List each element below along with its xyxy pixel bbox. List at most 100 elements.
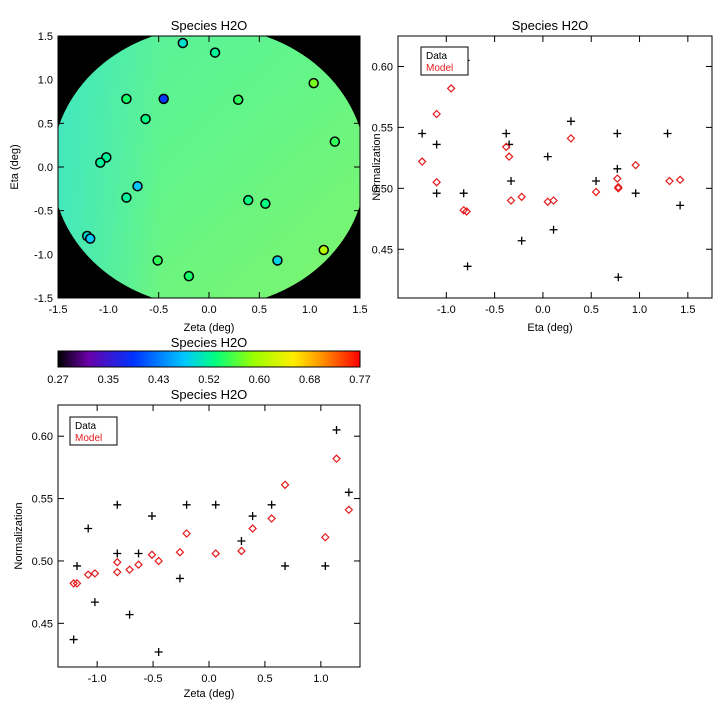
zeta-plot-model-point bbox=[69, 579, 79, 588]
zeta-plot-data-point bbox=[321, 561, 330, 570]
eta-plot-data-point bbox=[418, 129, 427, 138]
eta-plot-xtick-label: 1.0 bbox=[632, 304, 647, 316]
eta-plot-model-point bbox=[506, 196, 516, 205]
zeta-plot-data-point bbox=[344, 488, 353, 497]
eta-plot-data-point bbox=[432, 140, 441, 149]
zeta-plot-data-point bbox=[73, 561, 82, 570]
zeta-plot-model-point bbox=[211, 549, 221, 558]
colorbar-tick-label: 0.43 bbox=[148, 374, 169, 386]
zeta-plot-ytick-label: 0.45 bbox=[32, 618, 53, 630]
map-source-point bbox=[140, 113, 151, 125]
map-disk-shade bbox=[58, 36, 360, 298]
eta-plot-xlabel: Eta (deg) bbox=[527, 322, 572, 334]
map-source-point bbox=[152, 255, 163, 266]
zeta-plot-model-point bbox=[83, 570, 93, 580]
map-xlabel: Zeta (deg) bbox=[184, 322, 235, 334]
eta-plot-xtick-label: 0.5 bbox=[584, 304, 599, 316]
zeta-plot-model-point bbox=[125, 565, 134, 575]
zeta-plot-data-point bbox=[113, 549, 122, 558]
eta-plot-xtick-label: 0.0 bbox=[535, 304, 550, 316]
zeta-plot-xtick-label: 0.0 bbox=[201, 673, 216, 685]
zeta-plot-model-point bbox=[175, 547, 185, 557]
map-xtick-label: 1.5 bbox=[352, 304, 367, 316]
zeta-legend-box bbox=[69, 416, 118, 446]
map-source-point bbox=[132, 180, 143, 192]
map-source-point bbox=[243, 194, 254, 206]
zeta-plot-data-point bbox=[211, 500, 220, 509]
map-xtick-label: 0.0 bbox=[201, 304, 216, 316]
zeta-plot-model-point bbox=[72, 579, 82, 588]
map-xtick-label: 1.0 bbox=[302, 304, 317, 316]
colorbar-tick-label: 0.77 bbox=[349, 374, 370, 386]
eta-plot-data-point bbox=[613, 164, 622, 173]
map-ytick-label: -1.5 bbox=[34, 293, 53, 305]
eta-plot-model-point bbox=[613, 183, 623, 193]
eta-plot-ytick-label: 0.45 bbox=[372, 244, 393, 256]
zeta-legend-data: Data bbox=[75, 421, 97, 432]
eta-plot-ylabel: Normalization bbox=[371, 133, 383, 200]
eta-plot-ytick-label: 0.55 bbox=[372, 122, 393, 134]
colorbar-tick-label: 0.52 bbox=[198, 374, 219, 386]
colorbar-tick-label: 0.35 bbox=[98, 374, 119, 386]
zeta-plot-data-point bbox=[248, 512, 257, 521]
eta-plot-model-point bbox=[631, 160, 641, 170]
eta-plot-model-point bbox=[665, 176, 674, 186]
eta-plot-xtick-label: -1.0 bbox=[437, 304, 456, 316]
zeta-plot-model-point bbox=[147, 550, 157, 560]
zeta-plot-data-point bbox=[237, 536, 246, 545]
map-source-point bbox=[121, 93, 132, 105]
map-source-point bbox=[177, 37, 189, 49]
map-source-point bbox=[158, 93, 169, 105]
eta-plot-data-point bbox=[517, 236, 526, 245]
map-title: Species H2O bbox=[171, 18, 248, 33]
zeta-plot-data-point bbox=[125, 610, 134, 619]
eta-normalization-panel: Species H2O -1.0 -0.5 0.0 0.5 1.0 1.5 0.45 0.50… bbox=[371, 18, 713, 334]
eta-plot-data-point bbox=[502, 129, 511, 138]
zeta-plot-xtick-label: -1.0 bbox=[88, 673, 107, 685]
eta-plot-model-point bbox=[446, 84, 456, 93]
map-source-point bbox=[232, 94, 244, 106]
map-source-point bbox=[84, 233, 96, 244]
zeta-plot-ytick-label: 0.50 bbox=[32, 556, 53, 568]
map-ytick-label: -1.0 bbox=[34, 249, 53, 261]
eta-plot-frame bbox=[397, 35, 713, 299]
map-source-point bbox=[183, 270, 195, 282]
eta-plot-data-point bbox=[614, 273, 623, 282]
eta-plot-model-point bbox=[504, 152, 514, 161]
zeta-plot-xtick-label: 1.0 bbox=[313, 673, 328, 685]
colorbar-tick-label: 0.27 bbox=[47, 374, 68, 386]
eta-plot-data-point bbox=[613, 129, 622, 138]
zeta-plot-data-point bbox=[69, 635, 78, 644]
map-ytick-label: 1.5 bbox=[38, 31, 53, 43]
colorbar-title: Species H2O bbox=[171, 335, 248, 350]
zeta-plot-data-point bbox=[175, 574, 184, 583]
eta-plot-ytick-label: 0.50 bbox=[372, 183, 393, 195]
zeta-normalization-panel: Species H2O -1.0 -0.5 0.0 0.5 1.0 0.45 0.50 0.5… bbox=[13, 387, 361, 700]
eta-plot-model-point bbox=[612, 174, 622, 183]
eta-plot-model-point bbox=[417, 157, 427, 166]
eta-legend-model: Model bbox=[426, 63, 453, 74]
zeta-plot-data-point bbox=[154, 648, 163, 657]
map-source-point bbox=[308, 77, 319, 89]
eta-plot-xtick-label: -0.5 bbox=[485, 304, 504, 316]
eta-plot-data-point bbox=[543, 152, 552, 161]
eta-legend-data: Data bbox=[426, 51, 448, 62]
eta-plot-model-point bbox=[549, 196, 558, 205]
map-xtick-label: -1.0 bbox=[99, 304, 118, 316]
eta-plot-model-point bbox=[517, 192, 527, 202]
zeta-plot-model-point bbox=[237, 546, 246, 556]
eta-plot-data-point bbox=[592, 177, 601, 186]
zeta-plot-model-point bbox=[112, 567, 122, 577]
zeta-plot-model-point bbox=[280, 480, 290, 490]
map-source-point bbox=[272, 255, 283, 266]
eta-plot-xtick-label: 1.5 bbox=[680, 304, 695, 316]
zeta-plot-data-point bbox=[182, 500, 191, 509]
zeta-plot-model-point bbox=[248, 524, 257, 533]
eta-plot-data-point bbox=[549, 225, 558, 234]
zeta-plot-xtick-label: 0.5 bbox=[257, 673, 272, 685]
eta-legend-box bbox=[420, 46, 469, 76]
eta-plot-model-point bbox=[543, 197, 553, 207]
zeta-plot-model-point bbox=[344, 505, 354, 515]
map-xtick-label: -0.5 bbox=[149, 304, 168, 316]
